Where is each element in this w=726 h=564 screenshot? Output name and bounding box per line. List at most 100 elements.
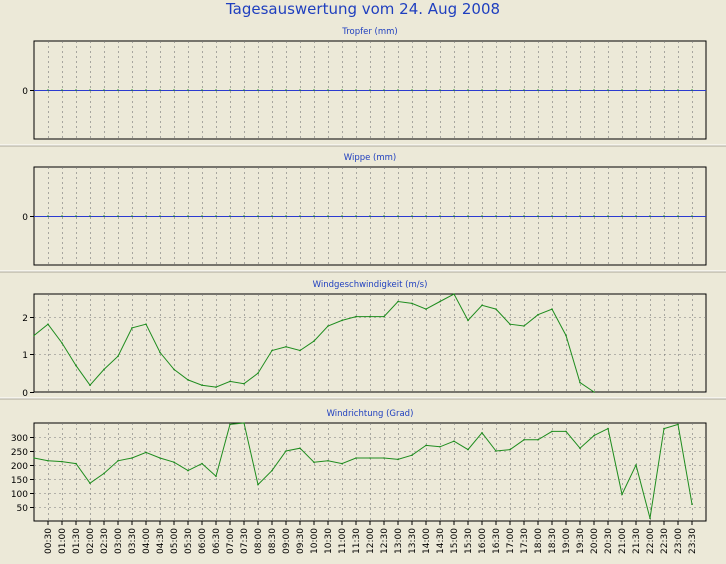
- chart-title: Wippe (mm): [344, 153, 397, 163]
- data-point: [439, 215, 441, 217]
- data-point: [243, 382, 245, 385]
- x-tick-label: 11:00: [338, 528, 348, 554]
- data-point: [439, 300, 441, 303]
- data-point: [89, 384, 91, 387]
- data-point: [355, 215, 357, 217]
- data-point: [635, 215, 637, 217]
- chart-title: Windgeschwindigkeit (m/s): [313, 280, 428, 290]
- data-point: [243, 422, 245, 424]
- data-point: [369, 315, 371, 318]
- data-point: [131, 327, 133, 329]
- data-point: [411, 454, 413, 457]
- data-point: [495, 89, 497, 91]
- data-point: [61, 342, 63, 344]
- data-point: [565, 334, 567, 337]
- data-point: [467, 448, 469, 451]
- x-tick-label: 17:00: [506, 528, 516, 554]
- data-point: [523, 439, 525, 441]
- data-point: [369, 457, 371, 459]
- data-point: [677, 89, 679, 91]
- data-point: [313, 89, 315, 91]
- data-point: [509, 448, 511, 451]
- data-point: [173, 461, 175, 464]
- data-point: [117, 460, 119, 462]
- x-tick-label: 08:00: [254, 528, 264, 554]
- data-point: [131, 457, 133, 459]
- data-point: [425, 215, 427, 217]
- data-point: [453, 440, 455, 443]
- x-tick-label: 00:30: [44, 528, 54, 554]
- x-tick-label: 05:00: [170, 528, 180, 554]
- data-point: [327, 325, 329, 327]
- data-point: [439, 446, 441, 448]
- data-point: [467, 319, 469, 322]
- x-tick-label: 16:00: [478, 528, 488, 554]
- y-tick-label: 250: [11, 448, 28, 458]
- x-tick-label: 17:30: [520, 528, 530, 554]
- data-point: [565, 215, 567, 217]
- data-point: [341, 89, 343, 91]
- x-tick-label: 16:30: [492, 528, 502, 554]
- data-point: [677, 215, 679, 217]
- data-point: [201, 384, 203, 387]
- data-point: [663, 89, 665, 91]
- x-tick-label: 21:00: [618, 528, 628, 554]
- data-point: [397, 458, 399, 461]
- data-point: [397, 89, 399, 91]
- data-point: [313, 461, 315, 464]
- x-tick-label: 04:00: [142, 528, 152, 554]
- data-point: [229, 89, 231, 91]
- data-point: [131, 89, 133, 91]
- data-point: [481, 215, 483, 217]
- data-point: [453, 293, 455, 295]
- data-point: [89, 215, 91, 217]
- data-point: [145, 451, 147, 454]
- x-tick-label: 14:00: [422, 528, 432, 554]
- x-tick-label: 10:00: [310, 528, 320, 554]
- data-point: [313, 340, 315, 342]
- x-tick-label: 08:30: [268, 528, 278, 554]
- data-point: [215, 215, 217, 217]
- plot-frame-3: [33, 422, 707, 522]
- data-point: [383, 89, 385, 91]
- data-point: [481, 304, 483, 307]
- data-point: [495, 308, 497, 310]
- data-point: [285, 346, 287, 348]
- data-point: [551, 89, 553, 91]
- data-point: [131, 215, 133, 217]
- data-point: [299, 89, 301, 91]
- data-point: [299, 215, 301, 217]
- data-point: [117, 355, 119, 358]
- y-tick-label: 150: [11, 476, 28, 486]
- y-tick-label: 0: [22, 389, 28, 399]
- data-point: [509, 323, 511, 326]
- data-point: [201, 89, 203, 91]
- x-tick-label: 02:30: [100, 528, 110, 554]
- data-point: [593, 89, 595, 91]
- data-point: [691, 89, 693, 91]
- data-point: [187, 89, 189, 91]
- data-point: [173, 215, 175, 217]
- data-point: [537, 439, 539, 441]
- x-tick-label: 01:00: [58, 528, 68, 554]
- data-point: [411, 215, 413, 217]
- data-point: [103, 368, 105, 371]
- data-point: [439, 89, 441, 91]
- x-tick-label: 20:00: [590, 528, 600, 554]
- data-point: [383, 215, 385, 217]
- data-point: [481, 432, 483, 434]
- data-point: [369, 89, 371, 91]
- x-tick-label: 15:00: [450, 528, 460, 554]
- data-point: [229, 215, 231, 217]
- data-point: [61, 215, 63, 217]
- data-point: [383, 457, 385, 459]
- data-point: [159, 89, 161, 91]
- data-point: [565, 430, 567, 433]
- data-point: [355, 89, 357, 91]
- data-point: [523, 215, 525, 217]
- data-point: [75, 462, 77, 465]
- data-point: [117, 89, 119, 91]
- page-title: Tagesauswertung vom 24. Aug 2008: [225, 0, 501, 18]
- x-tick-label: 03:30: [128, 528, 138, 554]
